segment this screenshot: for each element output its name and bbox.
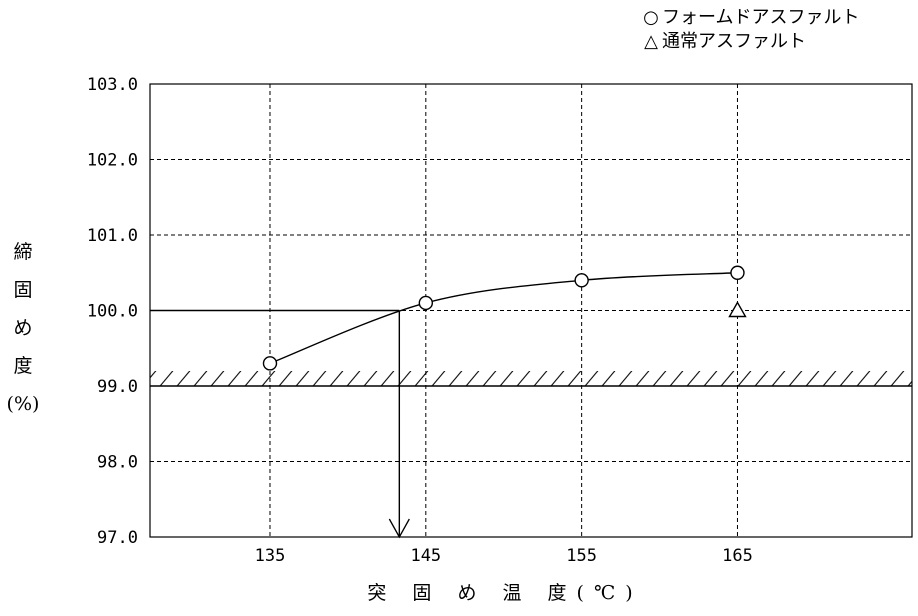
y-tick-label: 102.0 (87, 151, 138, 171)
legend-label: 通常アスファルト (662, 31, 806, 52)
axes-layer: 97.0 98.0 99.0 100.0 101.0 102.0 103.0 135 145 15… (87, 75, 913, 566)
series-line-foamed (269, 272, 738, 365)
x-tick-label: 145 (410, 546, 441, 566)
series-layer (262, 265, 747, 371)
y-axis-label-char: 固 (13, 279, 33, 301)
legend-entry-foamed: ○ フォームドアスファルト (640, 6, 859, 30)
y-axis-label-char: 締 (13, 241, 33, 263)
legend-circle-icon: ○ (643, 7, 659, 28)
y-axis-label-char: め (13, 317, 33, 339)
y-tick-label: 103.0 (87, 75, 138, 95)
y-axis-label-char: 度 (13, 355, 33, 377)
chart-legend: ○ フォームドアスファルト △ 通常アスファルト (640, 6, 859, 54)
data-point-circle (574, 273, 589, 288)
x-axis-label: 突 固 め 温 度(℃) (367, 582, 643, 604)
y-tick-label: 101.0 (87, 226, 138, 246)
annotation-layer (150, 309, 410, 539)
x-tick-label: 155 (566, 546, 597, 566)
y-axis-label: 締 固 め 度 (%) (6, 233, 40, 423)
data-point-circle (262, 356, 278, 371)
y-tick-label: 99.0 (97, 377, 138, 397)
x-tick-label: 165 (722, 546, 753, 566)
y-tick-label: 98.0 (97, 453, 138, 473)
data-point-triangle (728, 301, 747, 318)
threshold-hatch (150, 371, 912, 386)
y-tick-label: 100.0 (87, 302, 138, 322)
legend-label: フォームドアスファルト (662, 7, 860, 28)
legend-entry-normal: △ 通常アスファルト (640, 30, 859, 54)
data-point-circle (418, 295, 434, 311)
y-axis-label-char: (%) (6, 393, 40, 415)
threshold-layer (150, 371, 912, 387)
x-tick-label: 135 (255, 546, 286, 566)
y-tick-label: 97.0 (97, 528, 138, 548)
data-point-circle (730, 265, 745, 280)
legend-triangle-icon: △ (644, 31, 658, 52)
